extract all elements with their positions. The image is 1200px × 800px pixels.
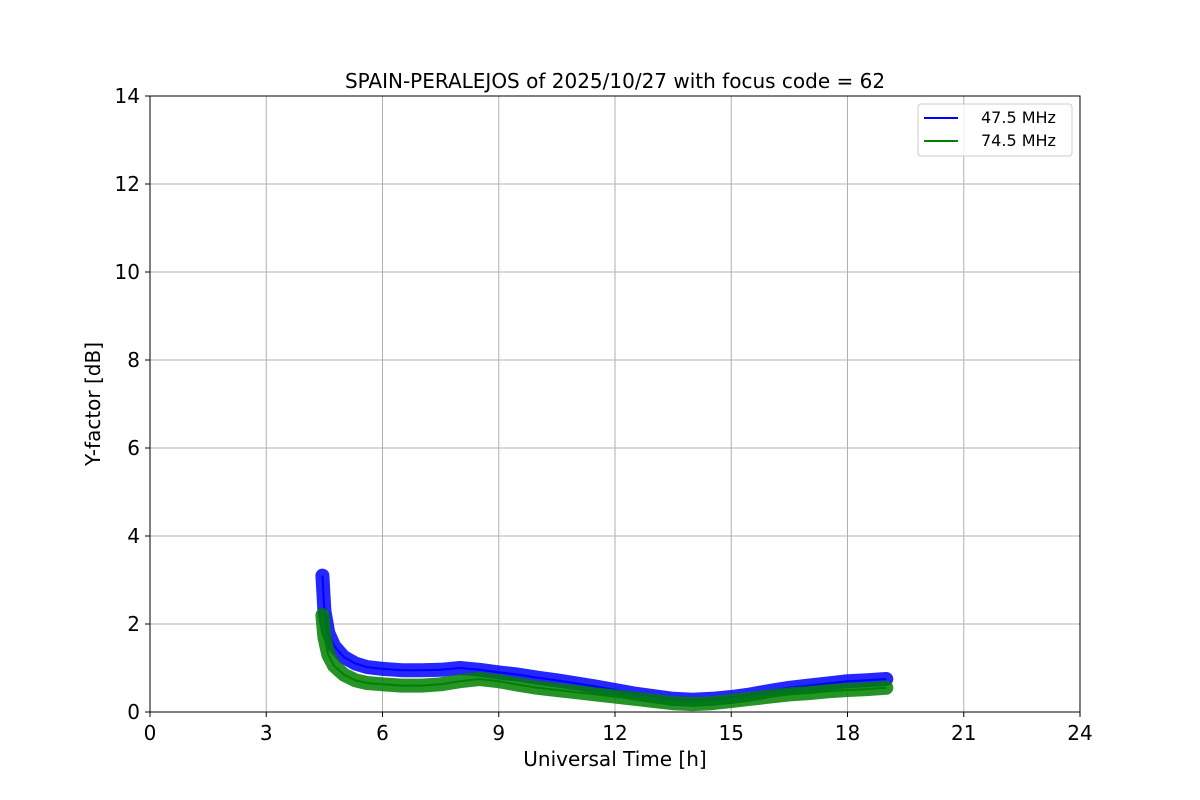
series-line-74-5-mhz xyxy=(321,615,887,706)
legend-label-47-5-mhz: 47.5 MHz xyxy=(981,108,1056,127)
y-tick-label: 12 xyxy=(115,172,140,196)
y-tick-label: 14 xyxy=(115,84,140,108)
x-tick-label: 24 xyxy=(1067,721,1092,745)
y-tick-label: 0 xyxy=(127,700,140,724)
x-tick-label: 6 xyxy=(376,721,389,745)
x-tick-label: 3 xyxy=(260,721,273,745)
legend-label-74-5-mhz: 74.5 MHz xyxy=(981,131,1056,150)
y-tick-label: 4 xyxy=(127,524,140,548)
x-tick-label: 21 xyxy=(951,721,976,745)
legend: 47.5 MHz 74.5 MHz xyxy=(917,103,1073,157)
chart-title: SPAIN-PERALEJOS of 2025/10/27 with focus… xyxy=(345,69,885,93)
x-axis-label: Universal Time [h] xyxy=(523,747,706,771)
x-tick-label: 15 xyxy=(719,721,744,745)
y-tick-label: 10 xyxy=(115,260,140,284)
x-tick-label: 9 xyxy=(492,721,505,745)
grid xyxy=(149,95,1081,713)
series-band-74-5-mhz xyxy=(315,608,894,712)
y-tick-label: 6 xyxy=(127,436,140,460)
x-tick-label: 12 xyxy=(602,721,627,745)
x-tick-label: 0 xyxy=(144,721,157,745)
series-layer xyxy=(315,568,894,712)
y-axis-label: Y-factor [dB] xyxy=(81,342,105,467)
y-tick-label: 2 xyxy=(127,612,140,636)
x-tick-label: 18 xyxy=(835,721,860,745)
y-tick-label: 8 xyxy=(127,348,140,372)
